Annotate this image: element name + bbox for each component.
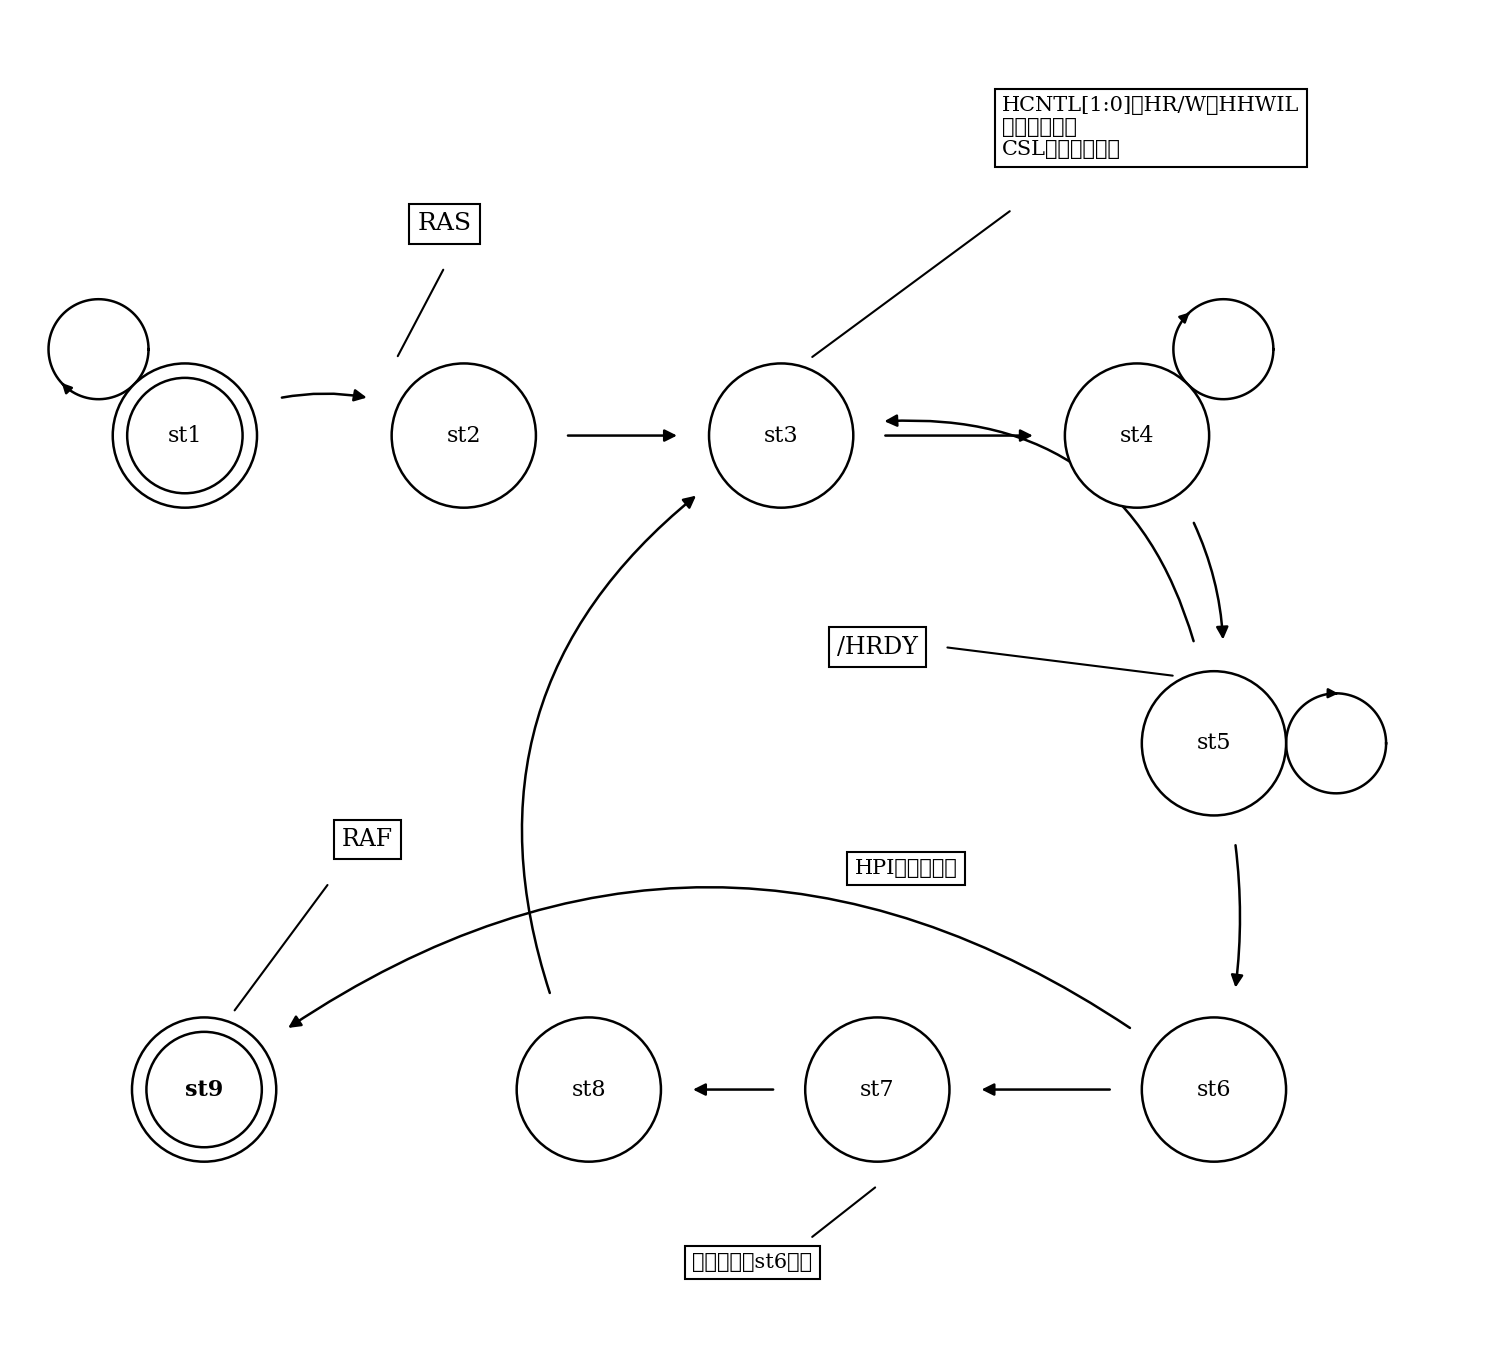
Circle shape (112, 364, 257, 508)
Text: /HRDY: /HRDY (837, 635, 918, 658)
Text: st7: st7 (860, 1079, 894, 1101)
Circle shape (1142, 671, 1286, 815)
Text: st6: st6 (1196, 1079, 1232, 1101)
FancyArrowPatch shape (695, 1084, 773, 1095)
Text: RAS: RAS (417, 212, 471, 235)
Text: st9: st9 (185, 1079, 223, 1101)
FancyArrowPatch shape (885, 430, 1030, 441)
Text: st1: st1 (167, 425, 202, 446)
FancyArrowPatch shape (283, 391, 363, 400)
Text: st4: st4 (1120, 425, 1154, 446)
Circle shape (1142, 1018, 1286, 1161)
FancyArrowPatch shape (568, 430, 674, 441)
Text: 第二次进入st6状态: 第二次进入st6状态 (692, 1253, 812, 1272)
Text: HPI寄存器访问: HPI寄存器访问 (855, 859, 958, 877)
Circle shape (1064, 364, 1209, 508)
Circle shape (806, 1018, 949, 1161)
FancyArrowPatch shape (984, 1084, 1109, 1095)
Text: HCNTL[1:0]、HR/W、HHWIL
接口信号输出
CSL状态信号输出: HCNTL[1:0]、HR/W、HHWIL 接口信号输出 CSL状态信号输出 (1002, 96, 1299, 160)
FancyArrowPatch shape (290, 887, 1130, 1028)
Text: RAF: RAF (342, 827, 393, 850)
Circle shape (709, 364, 854, 508)
Text: st8: st8 (571, 1079, 605, 1101)
Text: st5: st5 (1196, 733, 1232, 754)
FancyArrowPatch shape (522, 498, 694, 992)
Circle shape (517, 1018, 661, 1161)
FancyArrowPatch shape (1232, 845, 1242, 984)
Text: st2: st2 (447, 425, 481, 446)
FancyArrowPatch shape (1195, 523, 1227, 637)
FancyArrowPatch shape (887, 415, 1193, 641)
Text: st3: st3 (764, 425, 798, 446)
Circle shape (132, 1018, 277, 1161)
Circle shape (392, 364, 535, 508)
